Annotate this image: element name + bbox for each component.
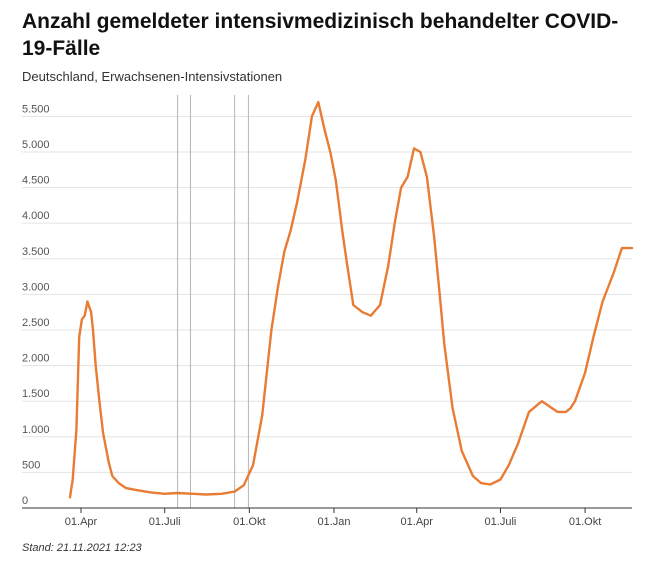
x-tick-label: 01.Apr [65,516,98,528]
vertical-markers [177,95,249,508]
y-tick-label: 1.000 [22,424,50,436]
y-tick-label: 2.500 [22,317,50,329]
timestamp-footer: Stand: 21.11.2021 12:23 [22,542,142,554]
grid-lines [22,115,632,473]
y-tick-label: 4.500 [22,175,50,187]
x-tick-label: 01.Okt [569,516,601,528]
y-axis-tick-labels: 0 500 1.000 1.500 2.000 2.500 3.000 3.500 4.000 4… [22,103,50,507]
x-tick-label: 01.Okt [233,516,265,528]
series-line [68,100,634,499]
x-tick-label: 01.Apr [401,516,434,528]
x-tick-label: 01.Jan [317,516,350,528]
y-tick-label: 3.000 [22,281,50,293]
x-tick-label: 01.Juli [485,516,517,528]
y-tick-label: 5.000 [22,139,50,151]
y-tick-label: 2.000 [22,353,50,365]
y-tick-label: 1.500 [22,388,50,400]
y-tick-label: 0 [22,495,28,507]
y-tick-label: 4.000 [22,210,50,222]
y-tick-label: 500 [22,459,40,471]
x-tick-label: 01.Juli [149,516,181,528]
y-tick-label: 5.500 [22,103,50,115]
x-axis-tick-labels: 01.Apr 01.Juli 01.Okt 01.Jan 01.Apr 01.Juli 01… [65,508,601,528]
chart-title: Anzahl gemeldeter intensivmedizinisch be… [22,10,619,60]
y-tick-label: 3.500 [22,246,50,258]
chart-subtitle: Deutschland, Erwachsenen-Intensivstation… [22,69,283,84]
